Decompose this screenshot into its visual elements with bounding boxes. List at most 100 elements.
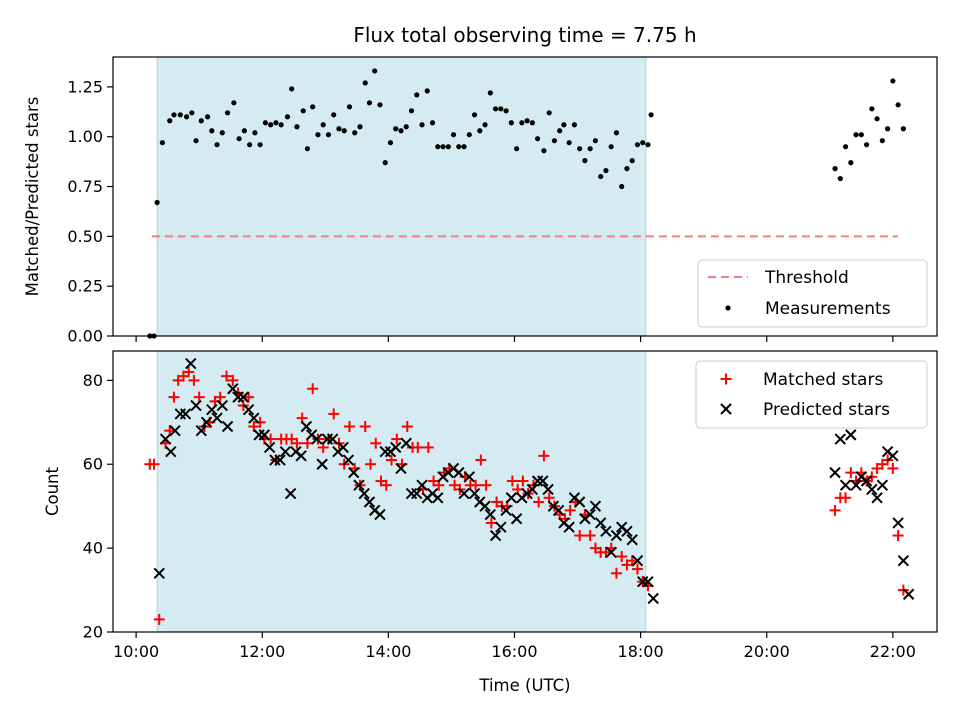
x-tick-label: 20:00	[744, 642, 790, 661]
cross-b	[605, 546, 617, 559]
y-tick-label: 0.25	[67, 277, 103, 296]
predicted-star-point	[500, 504, 512, 517]
predicted-star-point	[631, 554, 644, 567]
cross-b	[892, 517, 904, 529]
top-axes-frame	[112, 56, 938, 337]
predicted-star-point	[274, 454, 286, 466]
cross-b	[563, 521, 575, 533]
predicted-star-point	[479, 500, 491, 512]
cross-b	[185, 357, 197, 370]
measurement-point	[832, 166, 838, 172]
measurement-point	[524, 118, 530, 124]
predicted-star-point	[400, 437, 412, 449]
predicted-star-point	[458, 487, 470, 500]
matched-star-point	[380, 479, 392, 491]
measurement-point	[498, 106, 504, 112]
measurement-point	[466, 132, 472, 138]
predicted-star-point	[552, 504, 565, 517]
cross-b	[347, 466, 360, 479]
measurement-point	[289, 86, 295, 92]
matched-star-point	[168, 391, 180, 403]
predicted-star-point	[860, 475, 873, 487]
measurement-point	[529, 120, 535, 126]
predicted-star-point	[584, 508, 596, 521]
predicted-star-point	[416, 479, 428, 491]
y-tick-label: 60	[83, 455, 103, 474]
predicted-star-point	[432, 492, 444, 504]
matched-star-point	[631, 563, 643, 575]
measurement-point	[268, 122, 274, 128]
predicted-star-point	[600, 525, 612, 538]
measurement-point	[241, 128, 247, 134]
predicted-star-point	[169, 424, 181, 437]
measurement-point	[557, 128, 563, 134]
predicted-star-point	[195, 424, 207, 437]
matched-star-point	[291, 437, 303, 449]
measurement-point	[204, 114, 211, 120]
predicted-star-point	[221, 420, 234, 433]
measurement-point	[393, 126, 399, 132]
top-y-ticks: 0.00 0.25 0.50 0.75 1.00 1.25	[67, 77, 113, 346]
x-axis-label: Time (UTC)	[478, 676, 570, 695]
measurement-point	[546, 110, 552, 116]
cross-b	[589, 500, 602, 512]
predicted-star-point	[227, 383, 239, 395]
predicted-star-point	[153, 567, 165, 579]
y-tick-label: 1.00	[67, 127, 103, 146]
cross-b	[159, 433, 172, 445]
legend-predicted-label: Predicted stars	[763, 400, 890, 420]
measurement-point	[645, 142, 651, 148]
cross-b	[179, 408, 192, 420]
cross-b	[902, 588, 915, 600]
predicted-star-point	[337, 441, 349, 454]
predicted-star-point	[845, 429, 857, 441]
predicted-star-point	[342, 454, 355, 466]
cross-b	[584, 508, 596, 521]
predicted-star-point	[829, 466, 841, 479]
cross-b	[468, 487, 481, 500]
cross-b	[206, 404, 218, 416]
measurement-point	[183, 114, 190, 120]
predicted-star-point	[839, 479, 852, 491]
predicted-star-point	[537, 475, 549, 487]
cross-b	[169, 424, 181, 437]
predicted-star-point	[610, 529, 623, 542]
cross-b	[227, 383, 239, 395]
measurement-point	[366, 100, 373, 106]
measurement-point	[167, 118, 173, 124]
predicted-star-point	[834, 433, 847, 445]
measurement-point	[408, 108, 415, 114]
measurement-point	[541, 148, 547, 154]
measurement-point	[331, 112, 337, 118]
measurement-point	[209, 128, 215, 134]
cross-b	[537, 475, 549, 487]
measurement-point	[171, 112, 177, 118]
top-legend: Threshold Measurements	[697, 259, 928, 328]
cross-b	[311, 433, 323, 445]
predicted-star-point	[165, 445, 177, 458]
matched-star-point	[892, 530, 904, 542]
cross-b	[542, 483, 554, 496]
measurement-point	[471, 112, 478, 118]
predicted-star-point	[211, 412, 223, 424]
predicted-star-point	[563, 521, 575, 533]
cross-b	[839, 479, 852, 491]
predicted-star-point	[850, 479, 862, 491]
cross-b	[416, 479, 428, 491]
y-tick-label: 80	[83, 371, 103, 390]
x-tick-label: 16:00	[491, 642, 537, 661]
cross-b	[153, 567, 165, 579]
cross-b	[316, 458, 328, 470]
measurement-point	[603, 167, 609, 174]
y-tick-label: 20	[83, 623, 103, 642]
measurement-point	[648, 112, 654, 118]
cross-b	[829, 466, 841, 479]
measurement-point	[429, 120, 436, 126]
cross-b	[850, 479, 862, 491]
measurement-point	[352, 130, 358, 136]
matched-star-point	[188, 374, 200, 386]
cross-b	[594, 517, 607, 529]
measurement-point	[224, 110, 231, 116]
predicted-star-point	[206, 404, 218, 416]
bottom-y-ticks: 20 40 60 80	[83, 371, 113, 642]
